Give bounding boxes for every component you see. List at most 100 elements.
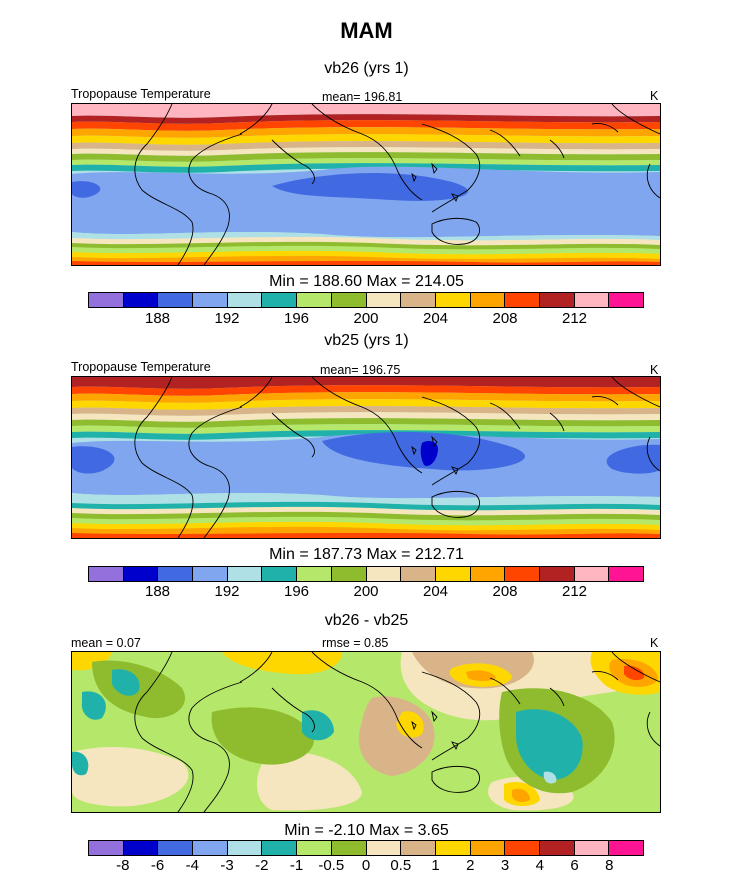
colorbar-swatch [297,841,332,855]
colorbar-swatch [331,293,367,307]
figure-title: MAM [340,18,393,43]
panel3-positive-region-l [512,788,530,803]
colorbar-swatch [331,841,367,855]
panel3-colorbar [88,840,644,856]
panel1-stats: Min = 188.60 Max = 214.05 [269,273,464,290]
colorbar-tick-label: 196 [283,310,310,327]
colorbar-swatch [539,567,575,581]
panel1-mean-label: mean= 196.81 [322,90,403,104]
panel3-positive-region-j [396,711,424,738]
colorbar-swatch [193,293,228,307]
panel3-units-label: K [650,636,659,650]
colorbar-swatch [470,841,506,855]
colorbar-swatch [609,567,643,581]
colorbar-tick-label: 3 [500,857,510,874]
colorbar-swatch [609,293,643,307]
panel3-negative-region-c [81,691,106,720]
colorbar-swatch [366,293,402,307]
colorbar-swatch [262,567,298,581]
panel2-north-bands [72,377,660,440]
panel3-coastlines [134,652,660,812]
colorbar-swatch [262,293,298,307]
colorbar-swatch [123,567,159,581]
colorbar-tick-label: -4 [185,857,199,874]
panel3-max-core [624,665,645,681]
colorbar-swatch [366,567,402,581]
colorbar-swatch [227,841,263,855]
panel3-neutral-region-a [72,747,189,807]
colorbar-swatch [193,841,228,855]
colorbar-swatch [505,841,540,855]
panel2-units-label: K [650,363,659,377]
colorbar-tick-label: 204 [422,583,449,600]
colorbar-tick-label: 208 [492,583,518,600]
panel1-colorbar [88,292,644,308]
panel3-negative-region-g [516,709,583,780]
colorbar-swatch [193,567,228,581]
panel3-positive-region-f [466,670,496,681]
colorbar-swatch [609,841,643,855]
panel2-title: vb25 (yrs 1) [324,332,409,349]
panel1-contour-plot [72,104,660,265]
colorbar-swatch [89,567,124,581]
colorbar-swatch [574,293,610,307]
panel1-title: vb26 (yrs 1) [324,60,409,77]
colorbar-tick-label: 192 [214,583,240,600]
panel3-contour-plot [72,652,660,812]
colorbar-tick-label: 4 [535,857,544,874]
colorbar-swatch [401,293,436,307]
colorbar-swatch [470,293,506,307]
colorbar-tick-label: 208 [492,310,518,327]
colorbar-tick-label: 188 [144,583,171,600]
panel3-map [71,651,661,813]
panel1-south-bands [72,232,660,265]
colorbar-tick-label: -3 [220,857,234,874]
colorbar-tick-label: -8 [116,857,130,874]
colorbar-tick-label: 188 [144,310,171,327]
colorbar-swatch [401,567,436,581]
colorbar-tick-label: 196 [283,583,310,600]
panel1-warm-pool-low [272,173,469,201]
colorbar-tick-label: -2 [255,857,269,874]
colorbar-swatch [505,293,540,307]
colorbar-tick-label: -0.5 [318,857,345,874]
colorbar-swatch [158,841,194,855]
colorbar-tick-label: 200 [353,310,379,327]
colorbar-swatch [331,567,367,581]
colorbar-swatch [435,567,471,581]
panel1-left-label: Tropopause Temperature [71,87,211,101]
colorbar-swatch [262,841,298,855]
colorbar-tick-label: 2 [466,857,475,874]
panel1-units-label: K [650,89,659,103]
panel2-stats: Min = 187.73 Max = 212.71 [269,546,464,563]
panel1-coastlines [134,104,660,265]
colorbar-tick-label: -1 [289,857,304,874]
panel2-colorbar [88,566,644,582]
panel1-tropical-band [72,166,660,238]
colorbar-swatch [297,293,332,307]
panel2-south-bands [72,493,660,538]
panel1-colorbar-ticks: 188 192 196 200 204 208 212 [88,310,644,330]
panel1-pacific-low [72,181,101,198]
panel2-contour-plot [72,377,660,538]
colorbar-tick-label: 204 [422,310,449,327]
colorbar-swatch [89,841,124,855]
colorbar-tick-label: -6 [150,857,165,874]
panel3-mean-label: mean = 0.07 [71,636,141,650]
colorbar-tick-label: 212 [561,583,588,600]
colorbar-swatch [297,567,332,581]
colorbar-tick-label: 8 [605,857,614,874]
colorbar-swatch [435,841,471,855]
panel3-rmse-label: rmse = 0.85 [322,636,389,650]
panel2-colorbar-ticks: 188 192 196 200 204 208 212 [88,583,644,603]
panel3-negative-region-b [112,669,140,696]
colorbar-swatch [366,841,402,855]
panel3-negative-region-h [72,751,89,776]
colorbar-swatch [574,841,610,855]
panel2-map [71,376,661,539]
panel1-north-bands [72,104,660,173]
panel3-negative-core [543,771,557,784]
colorbar-swatch [401,841,436,855]
panel2-pacific-low [72,446,115,474]
panel3-title: vb26 - vb25 [324,612,409,629]
